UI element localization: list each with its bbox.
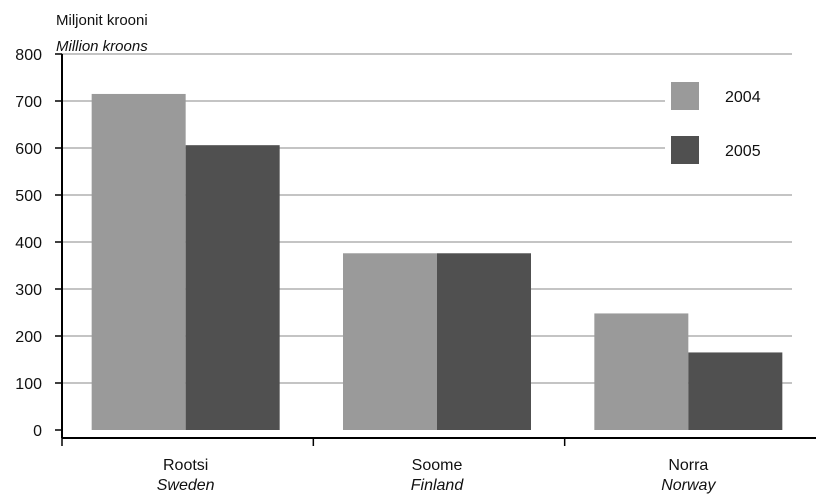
- bar-2005-norway: [688, 352, 783, 430]
- y-tick-label: 0: [33, 423, 42, 440]
- y-tick-label: 300: [15, 282, 42, 299]
- axes: [55, 53, 816, 446]
- bar-2004-finland: [343, 253, 437, 430]
- x-category-label: Norra: [668, 457, 708, 474]
- legend: 2004 2005: [665, 78, 805, 168]
- legend-label: 2004: [725, 89, 761, 106]
- y-axis-title: Miljonit krooni Million kroons: [56, 12, 148, 55]
- legend-label: 2005: [725, 143, 761, 160]
- x-category-label-english: Sweden: [157, 477, 215, 494]
- x-category-label-english: Norway: [661, 477, 716, 494]
- y-tick-label: 700: [15, 94, 42, 111]
- legend-swatch: [671, 82, 699, 110]
- x-category-label: Soome: [412, 457, 463, 474]
- legend-swatch: [671, 136, 699, 164]
- y-tick-label: 500: [15, 188, 42, 205]
- y-tick-label: 400: [15, 235, 42, 252]
- y-axis-title-english: Million kroons: [56, 38, 148, 55]
- bar-2004-norway: [594, 313, 689, 430]
- y-tick-label: 100: [15, 376, 42, 393]
- x-category-label: Rootsi: [163, 457, 208, 474]
- x-category-labels: Rootsi Sweden Soome Finland Norra Norway: [157, 457, 717, 494]
- y-tick-label: 600: [15, 141, 42, 158]
- y-tick-label: 200: [15, 329, 42, 346]
- x-category-label-english: Finland: [411, 477, 465, 494]
- y-axis-title-estonian: Miljonit krooni: [56, 12, 148, 29]
- bars: [91, 93, 783, 430]
- bar-2005-sweden: [185, 145, 280, 430]
- bar-2005-finland: [437, 253, 531, 430]
- y-tick-label: 800: [15, 47, 42, 64]
- y-tick-labels: 0 100 200 300 400 500 600 700 800: [15, 47, 42, 440]
- bar-2004-sweden: [91, 93, 186, 430]
